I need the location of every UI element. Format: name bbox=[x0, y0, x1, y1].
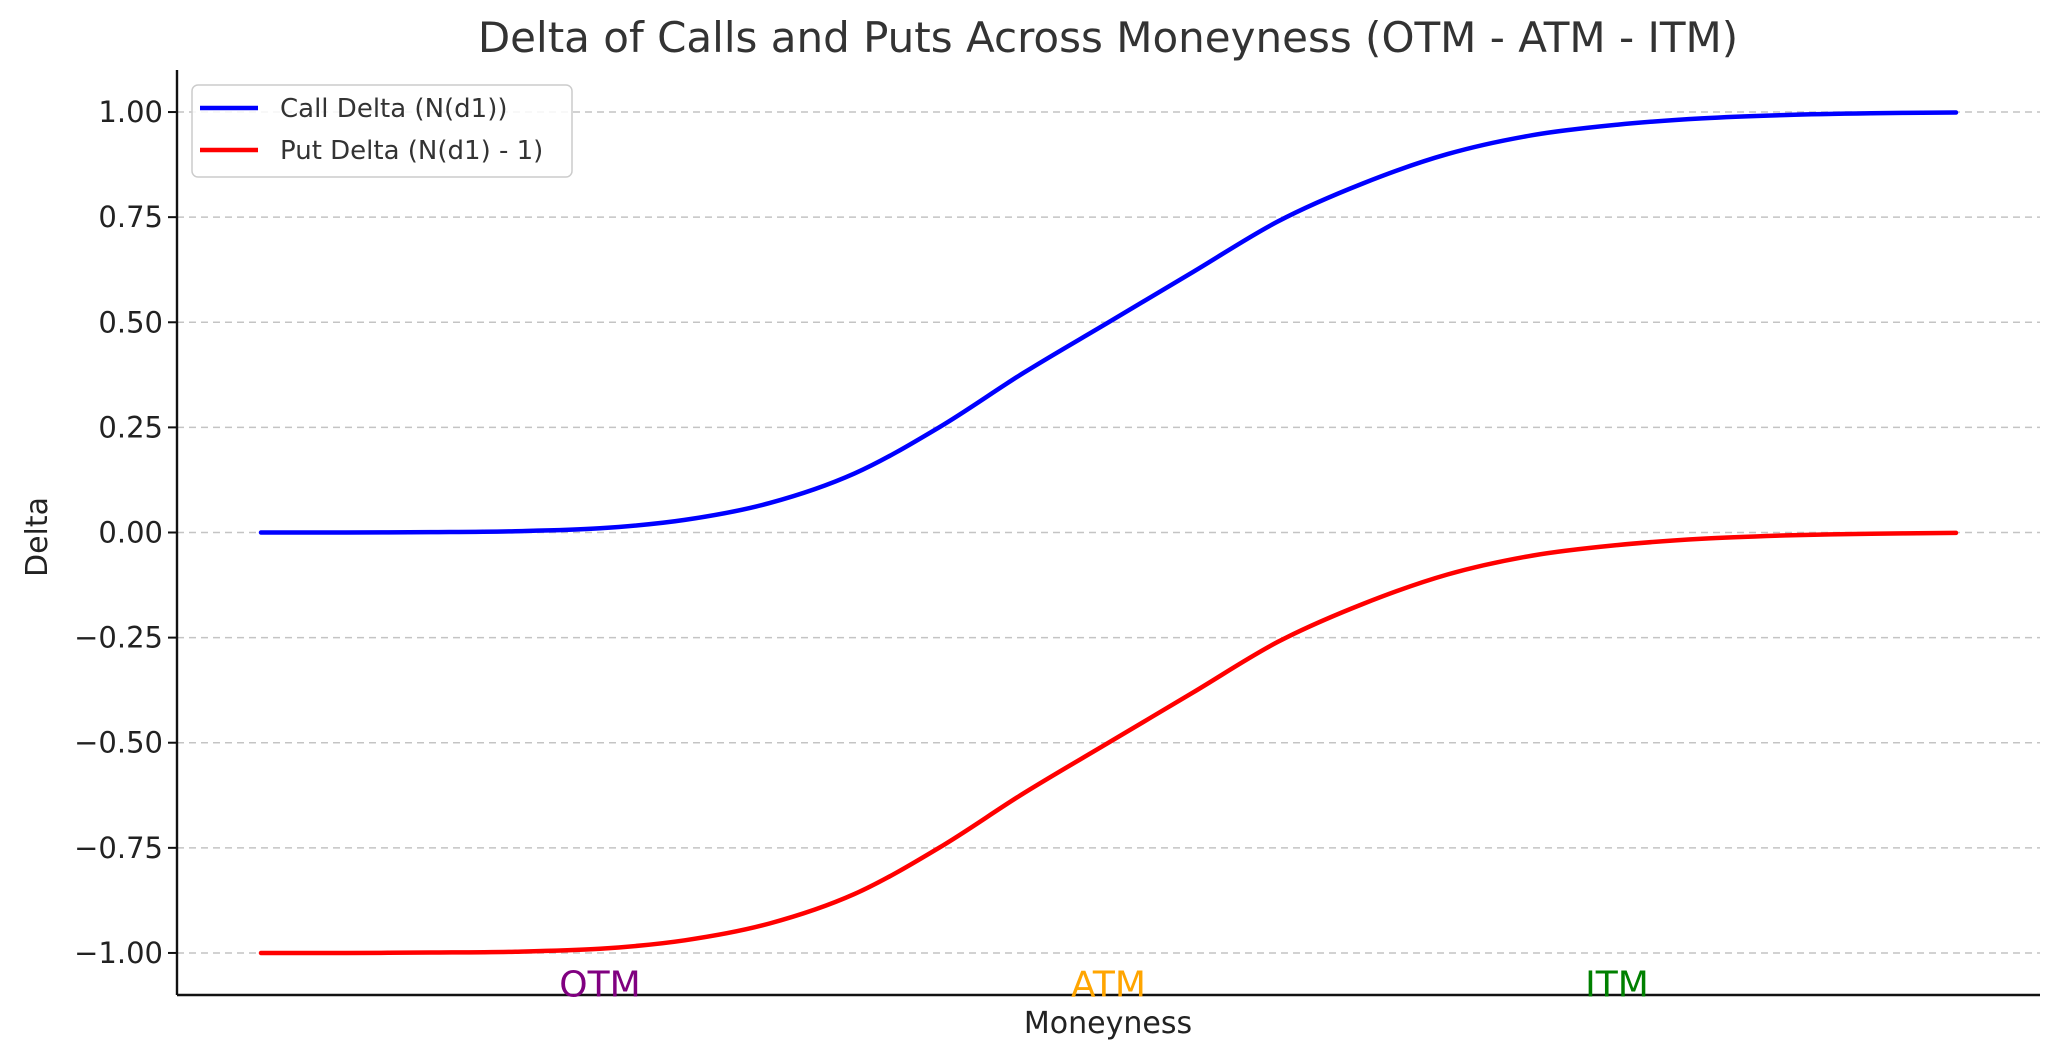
grid-lines bbox=[177, 111, 2040, 954]
chart-title: Delta of Calls and Puts Across Moneyness… bbox=[478, 13, 1738, 62]
series-lines bbox=[258, 110, 1959, 956]
annotation-otm: OTM bbox=[559, 964, 640, 1005]
annotation-atm: ATM bbox=[1071, 964, 1146, 1005]
y-tick-label: 0.75 bbox=[98, 200, 163, 234]
y-tick-label: 1.00 bbox=[98, 95, 163, 129]
put-delta-line bbox=[258, 530, 1959, 956]
y-tick-label: 0.25 bbox=[98, 410, 163, 444]
y-tick-label: −0.75 bbox=[74, 831, 163, 865]
annotation-itm: ITM bbox=[1585, 964, 1649, 1005]
call-delta-line bbox=[258, 110, 1959, 535]
legend-label: Call Delta (N(d1)) bbox=[280, 94, 508, 124]
y-axis-label: Delta bbox=[20, 497, 55, 577]
y-tick-label: −0.50 bbox=[74, 726, 163, 760]
legend-label: Put Delta (N(d1) - 1) bbox=[280, 136, 543, 166]
y-tick-label: 0.00 bbox=[98, 516, 163, 550]
y-axis-ticks: 1.00 0.75 0.50 0.25 0.00 −0.25 −0.50 −0.75 −1.00 bbox=[74, 95, 177, 970]
y-tick-label: −1.00 bbox=[74, 936, 163, 970]
moneyness-annotations: OTM ATM ITM bbox=[559, 964, 1649, 1005]
legend: Call Delta (N(d1)) Put Delta (N(d1) - 1) bbox=[191, 84, 573, 178]
legend-box bbox=[191, 84, 573, 178]
y-tick-label: 0.50 bbox=[98, 305, 163, 339]
x-axis-label: Moneyness bbox=[1024, 1006, 1192, 1041]
y-tick-label: −0.25 bbox=[74, 621, 163, 655]
